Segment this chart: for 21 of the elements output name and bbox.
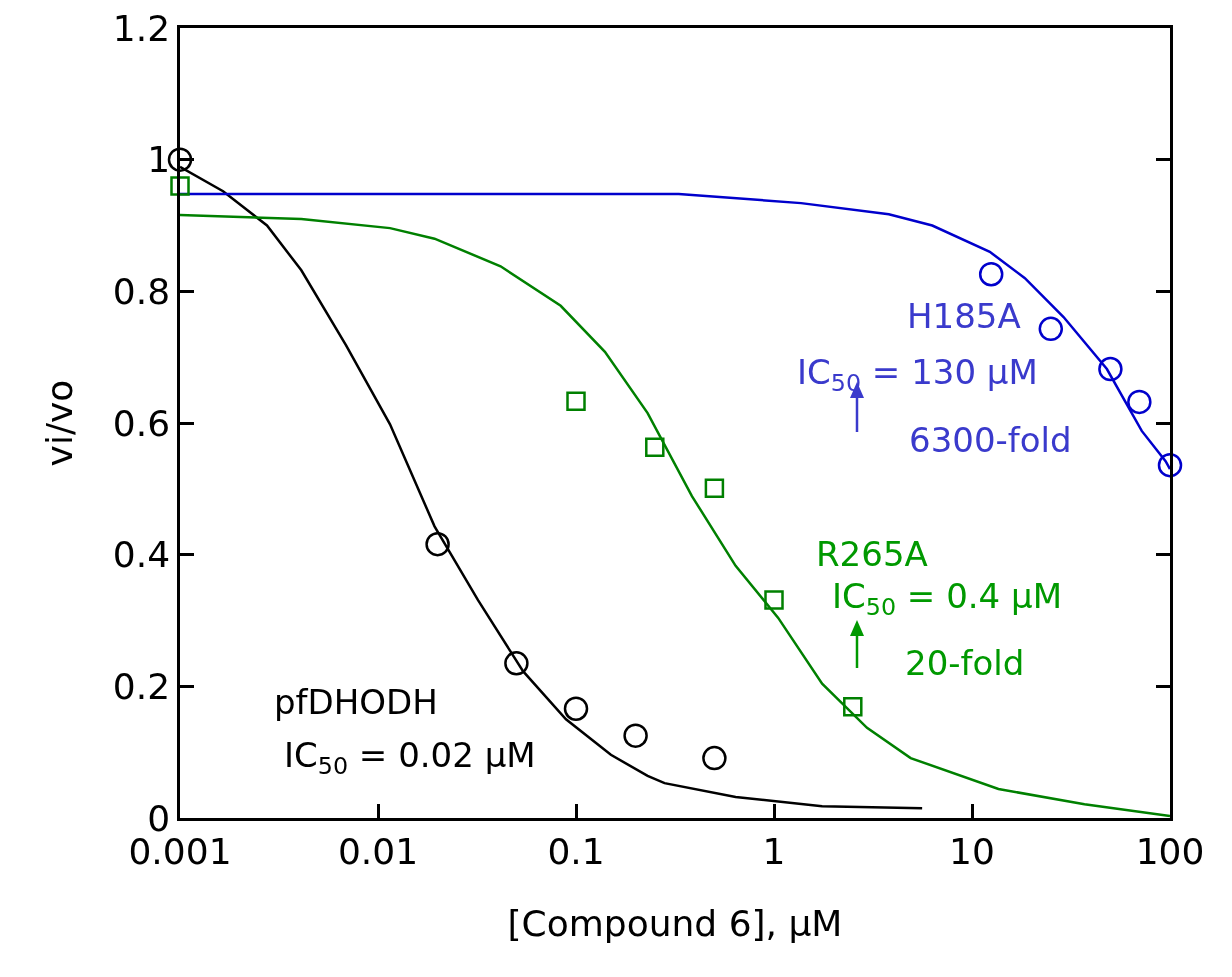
y-tick-label: 0.4 bbox=[112, 534, 171, 576]
annotation: H185A bbox=[907, 296, 1021, 336]
annotation: R265A bbox=[816, 534, 928, 574]
y-tick-label: 0 bbox=[147, 797, 171, 839]
annotation: IC$_{50}$ = 0.4 μM bbox=[832, 576, 1063, 622]
y-tick-label: 1 bbox=[147, 139, 171, 181]
y-axis-title: vi/vo bbox=[38, 379, 80, 467]
y-tick-label: 0.2 bbox=[112, 665, 171, 707]
y-tick-label: 1.2 bbox=[112, 7, 171, 49]
annotation: 20-fold bbox=[905, 643, 1025, 683]
y-tick-label: 0.8 bbox=[112, 270, 171, 312]
y-tick-label: 0.6 bbox=[112, 402, 171, 444]
x-tick-label: 0.01 bbox=[337, 830, 419, 872]
annotation: IC$_{50}$ = 0.02 μM bbox=[284, 735, 536, 781]
annotation: 6300-fold bbox=[909, 420, 1072, 460]
x-tick-label: 0.1 bbox=[547, 830, 605, 872]
x-tick-label: 100 bbox=[1135, 830, 1205, 872]
annotation: pfDHODH bbox=[274, 682, 438, 722]
x-tick-label: 10 bbox=[949, 830, 995, 872]
x-axis-title: [Compound 6], μM bbox=[507, 902, 843, 944]
x-tick-label: 1 bbox=[762, 830, 786, 872]
